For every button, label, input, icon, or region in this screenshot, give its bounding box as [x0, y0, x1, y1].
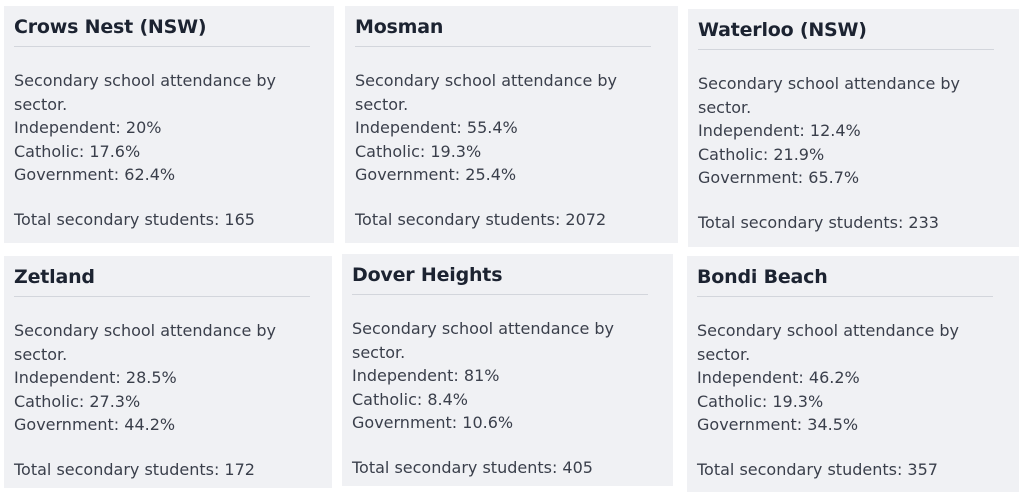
description-line: sector. — [14, 344, 68, 364]
independent-stat: Independent: 55.4% — [355, 118, 518, 137]
independent-stat: Independent: 20% — [14, 118, 162, 137]
card-divider — [355, 46, 651, 47]
government-stat: Government: 34.5% — [697, 415, 859, 434]
description-line: sector. — [697, 344, 751, 364]
suburb-card-waterloo: Waterloo (NSW) Secondary school attendan… — [688, 9, 1019, 247]
card-body: Secondary school attendance by sector. I… — [698, 72, 1009, 190]
card-body: Secondary school attendance by sector. I… — [697, 319, 1009, 437]
catholic-stat: Catholic: 8.4% — [352, 389, 468, 409]
description-line: Secondary school attendance by — [14, 321, 276, 340]
description-line: Secondary school attendance by — [698, 74, 960, 93]
catholic-stat: Catholic: 27.3% — [14, 391, 141, 411]
card-title: Zetland — [14, 266, 95, 288]
total-students: Total secondary students: 165 — [14, 209, 255, 229]
card-body: Secondary school attendance by sector. I… — [14, 69, 324, 187]
government-stat: Government: 65.7% — [698, 168, 860, 187]
total-students: Total secondary students: 405 — [352, 457, 593, 477]
description-line: Secondary school attendance by — [355, 71, 617, 90]
description-line: Secondary school attendance by — [14, 71, 276, 90]
independent-stat: Independent: 81% — [352, 366, 500, 385]
independent-stat: Independent: 28.5% — [14, 368, 177, 387]
catholic-stat: Catholic: 17.6% — [14, 141, 141, 161]
card-title: Waterloo (NSW) — [698, 19, 867, 41]
catholic-stat: Catholic: 19.3% — [355, 141, 482, 161]
card-title: Crows Nest (NSW) — [14, 16, 207, 38]
total-students: Total secondary students: 2072 — [355, 209, 607, 229]
suburb-card-dover-heights: Dover Heights Secondary school attendanc… — [342, 254, 673, 486]
card-body: Secondary school attendance by sector. I… — [14, 319, 322, 437]
total-students: Total secondary students: 172 — [14, 459, 255, 479]
independent-stat: Independent: 12.4% — [698, 121, 861, 140]
government-stat: Government: 10.6% — [352, 413, 514, 432]
card-title: Bondi Beach — [697, 266, 828, 288]
total-students: Total secondary students: 233 — [698, 212, 939, 232]
card-body: Secondary school attendance by sector. I… — [352, 317, 663, 435]
suburb-card-zetland: Zetland Secondary school attendance by s… — [4, 256, 332, 488]
catholic-stat: Catholic: 19.3% — [697, 391, 824, 411]
description-line: sector. — [14, 94, 68, 114]
description-line: sector. — [698, 97, 752, 117]
card-body: Secondary school attendance by sector. I… — [355, 69, 668, 187]
description-line: Secondary school attendance by — [352, 319, 614, 338]
description-line: sector. — [352, 342, 406, 362]
card-title: Mosman — [355, 16, 444, 38]
suburb-card-bondi-beach: Bondi Beach Secondary school attendance … — [687, 256, 1019, 492]
card-divider — [14, 46, 310, 47]
suburb-card-crows-nest: Crows Nest (NSW) Secondary school attend… — [4, 6, 334, 243]
card-divider — [352, 294, 648, 295]
government-stat: Government: 44.2% — [14, 415, 176, 434]
government-stat: Government: 25.4% — [355, 165, 517, 184]
government-stat: Government: 62.4% — [14, 165, 176, 184]
card-divider — [14, 296, 310, 297]
description-line: sector. — [355, 94, 409, 114]
independent-stat: Independent: 46.2% — [697, 368, 860, 387]
card-divider — [698, 49, 994, 50]
card-divider — [697, 296, 993, 297]
card-title: Dover Heights — [352, 264, 503, 286]
description-line: Secondary school attendance by — [697, 321, 959, 340]
catholic-stat: Catholic: 21.9% — [698, 144, 825, 164]
suburb-card-mosman: Mosman Secondary school attendance by se… — [345, 6, 678, 243]
total-students: Total secondary students: 357 — [697, 459, 938, 479]
